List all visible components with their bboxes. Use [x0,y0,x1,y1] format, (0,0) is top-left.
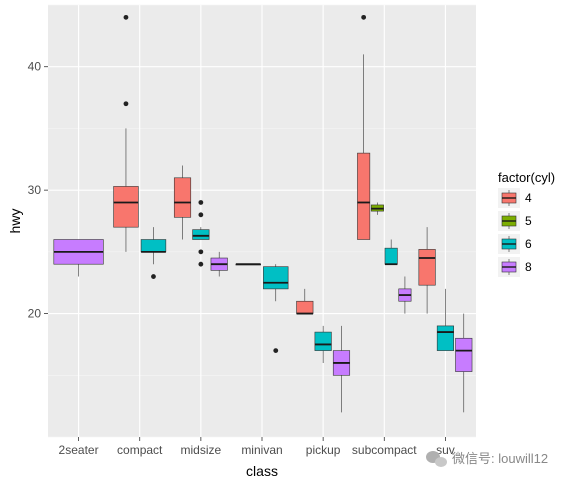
box-2seater-cyl8 [53,239,104,277]
legend-key-5 [498,211,520,231]
box-subcompact-cyl4 [357,14,371,240]
outlier-point [361,14,367,20]
legend-label: 5 [525,214,532,228]
watermark: 微信号: louwill12 [426,451,548,467]
box-body [314,331,332,351]
outlier-point [198,212,204,218]
box-midsize-cyl4 [173,165,192,240]
box-subcompact-cyl8 [398,276,412,314]
x-tick-label: minivan [241,443,282,457]
x-tick-label: compact [117,443,163,457]
outlier-point [151,274,156,279]
box-suv-cyl6 [436,288,454,351]
x-tick-label: 2seater [59,443,99,457]
outlier-point [198,261,204,267]
box-midsize-cyl6 [192,200,210,267]
y-axis-title: hwy [7,209,23,234]
box-body [192,229,210,240]
box-body [384,247,398,265]
wechat-icon [426,451,447,467]
legend-label: 8 [525,260,532,274]
legend: factor(cyl) 4 5 6 8 [498,170,555,277]
box-subcompact-cyl5 [370,202,384,215]
box-body [140,239,167,253]
box-pickup-cyl8 [332,325,351,413]
box-compact-cyl4 [113,14,139,252]
legend-label: 6 [525,237,532,251]
x-tick-label: pickup [306,443,341,457]
y-axis: 20 30 40 [28,60,48,321]
legend-label: 4 [525,191,532,205]
box-body [436,325,454,351]
outlier-point [123,14,129,20]
y-tick-label: 40 [28,60,42,74]
x-tick-label: midsize [181,443,222,457]
box-body [357,152,371,240]
box-minivan-cyl4 [235,263,261,266]
outlier-point [273,348,279,353]
box-body [418,249,436,286]
box-compact-cyl6 [140,227,167,279]
x-tick-label: subcompact [352,443,417,457]
outlier-point [198,249,204,255]
box-minivan-cyl6 [263,264,289,353]
legend-title: factor(cyl) [498,170,555,185]
box-midsize-cyl8 [210,251,228,277]
box-subcompact-cyl6 [384,239,398,266]
outlier-point [123,101,129,107]
box-body [263,266,289,290]
y-tick-label: 20 [28,307,42,321]
box-suv-cyl4 [418,227,436,314]
box-body [296,300,314,314]
box-pickup-cyl6 [314,325,332,363]
box-body [455,337,473,372]
legend-key-8 [498,257,520,277]
box-body [113,186,139,228]
legend-key-6 [498,234,520,254]
box-suv-cyl8 [455,313,473,413]
watermark-text: 微信号: louwill12 [452,451,548,466]
legend-key-4 [498,188,520,208]
box-pickup-cyl4 [296,288,314,315]
boxes-layer [53,14,473,413]
x-axis-title: class [246,463,278,479]
x-tick-label: suv [436,443,455,457]
x-axis: 2seater compact midsize minivan pickup subcom… [59,437,455,457]
box-body [173,177,192,218]
y-tick-label: 30 [28,183,42,197]
outlier-point [198,200,204,205]
grid-lines [48,4,476,438]
